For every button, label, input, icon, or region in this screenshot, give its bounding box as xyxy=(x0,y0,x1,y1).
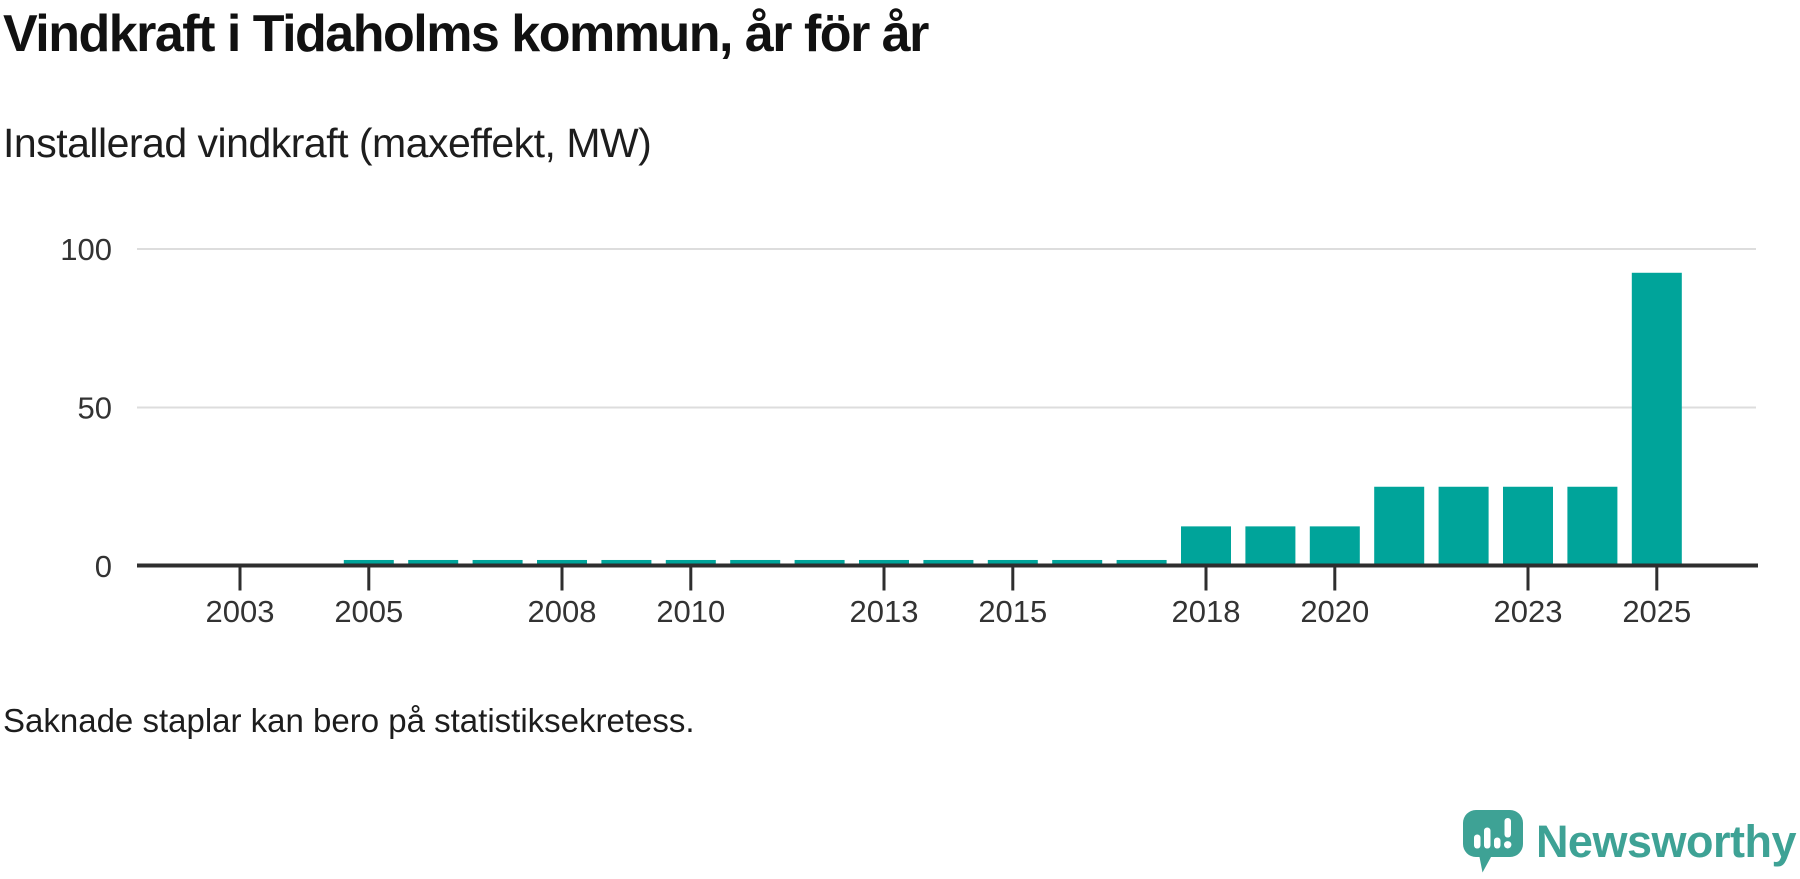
bar-2008 xyxy=(537,559,587,566)
x-tick-label-2015: 2015 xyxy=(978,594,1047,629)
newsworthy-logo-text: Newsworthy xyxy=(1535,816,1797,867)
x-tick-label-2013: 2013 xyxy=(850,594,919,629)
bar-2016 xyxy=(1052,559,1103,566)
x-tick-2015 xyxy=(1011,567,1015,591)
bar-2009 xyxy=(601,559,652,566)
x-tick-2020 xyxy=(1333,567,1337,591)
y-tick-label-0: 0 xyxy=(95,549,112,584)
bar-2011 xyxy=(730,559,781,566)
bar-2007 xyxy=(472,559,523,566)
x-tick-2013 xyxy=(882,567,886,591)
bar-2014 xyxy=(923,559,974,566)
bar-2017 xyxy=(1116,559,1167,566)
bar-2022 xyxy=(1438,486,1489,566)
x-tick-label-2003: 2003 xyxy=(206,594,275,629)
newsworthy-logo: Newsworthy xyxy=(1462,810,1797,874)
gridline-100 xyxy=(137,248,1756,250)
bar-2020 xyxy=(1309,526,1360,566)
bar-2015 xyxy=(987,559,1038,566)
x-tick-label-2023: 2023 xyxy=(1494,594,1563,629)
x-tick-2025 xyxy=(1655,567,1659,591)
bar-2013 xyxy=(859,559,909,566)
bar-2018 xyxy=(1181,526,1231,566)
chart-footnote: Saknade staplar kan bero på statistiksek… xyxy=(3,702,695,739)
bar-2006 xyxy=(408,559,459,566)
x-tick-2003 xyxy=(238,567,242,591)
x-tick-label-2010: 2010 xyxy=(656,594,725,629)
bar-2021 xyxy=(1374,486,1425,566)
bar-2010 xyxy=(665,559,716,566)
x-axis-line xyxy=(137,563,1758,568)
bar-2023 xyxy=(1503,486,1553,566)
logo-exclamation-bar xyxy=(1504,818,1511,838)
x-tick-2023 xyxy=(1526,567,1530,591)
x-tick-2005 xyxy=(367,567,371,591)
logo-bar-3 xyxy=(1493,837,1501,849)
newsworthy-logo-icon xyxy=(1462,810,1523,873)
chart-subtitle: Installerad vindkraft (maxeffekt, MW) xyxy=(3,120,652,166)
bar-2025 xyxy=(1631,272,1682,566)
bar-2024 xyxy=(1567,486,1618,566)
x-tick-label-2018: 2018 xyxy=(1172,594,1241,629)
logo-exclamation-dot xyxy=(1503,841,1512,849)
logo-bar-2 xyxy=(1483,827,1491,849)
bar-2019 xyxy=(1245,526,1296,566)
x-tick-label-2020: 2020 xyxy=(1300,594,1369,629)
x-tick-2010 xyxy=(689,567,693,591)
x-tick-label-2025: 2025 xyxy=(1622,594,1691,629)
chart-title: Vindkraft i Tidaholms kommun, år för år xyxy=(3,5,929,63)
y-tick-label-100: 100 xyxy=(60,232,112,267)
x-tick-2008 xyxy=(560,567,564,591)
logo-bar-1 xyxy=(1473,834,1481,849)
gridline-50 xyxy=(137,406,1756,409)
y-tick-label-50: 50 xyxy=(78,391,112,426)
bar-2012 xyxy=(794,559,845,566)
bar-2005 xyxy=(343,559,394,566)
x-tick-label-2005: 2005 xyxy=(334,594,403,629)
x-tick-label-2008: 2008 xyxy=(528,594,597,629)
x-tick-2018 xyxy=(1204,567,1208,591)
